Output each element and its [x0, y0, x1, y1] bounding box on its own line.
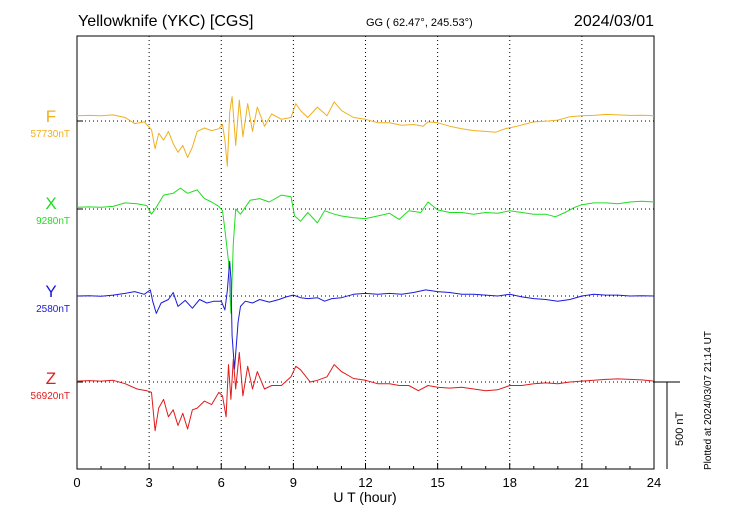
- series-line-Z: [76, 351, 655, 432]
- x-tick-label-18: 18: [503, 475, 517, 490]
- x-tick-label-12: 12: [358, 475, 372, 490]
- x-tick-label-6: 6: [218, 475, 225, 490]
- series-line-X: [76, 187, 655, 314]
- scale-bar-label: 500 nT: [674, 411, 686, 446]
- series-line-F: [76, 96, 655, 167]
- coordinates-label: GG ( 62.47°, 245.53°): [366, 17, 473, 29]
- baselines: [77, 120, 654, 383]
- series-lines: [76, 96, 655, 432]
- series-name-Y: Y: [45, 282, 56, 301]
- series-labels: F 57730nT X 9280nT Y 2580nT Z 56920nT: [31, 107, 70, 402]
- series-baseline-Y: 2580nT: [36, 304, 70, 315]
- x-tick-label-15: 15: [430, 475, 444, 490]
- series-name-Z: Z: [46, 369, 56, 388]
- series-line-Y: [76, 260, 655, 370]
- x-tick-label-0: 0: [73, 475, 80, 490]
- grid-lines: [148, 36, 583, 469]
- x-tick-label-3: 3: [146, 475, 153, 490]
- series-name-F: F: [46, 107, 56, 126]
- x-tick-label-21: 21: [575, 475, 589, 490]
- date-label: 2024/03/01: [574, 13, 654, 30]
- x-axis: 0 3 6 9 12 15 18 21 24: [73, 463, 661, 490]
- station-title: Yellowknife (YKC) [CGS]: [78, 13, 253, 30]
- series-name-X: X: [45, 194, 56, 213]
- x-tick-label-9: 9: [290, 475, 297, 490]
- series-baseline-X: 9280nT: [36, 216, 70, 227]
- scale-bar: 500 nT: [654, 381, 686, 469]
- x-tick-label-24: 24: [647, 475, 661, 490]
- series-baseline-F: 57730nT: [31, 129, 70, 140]
- series-baseline-Z: 56920nT: [31, 391, 70, 402]
- x-axis-label: U T (hour): [333, 489, 396, 505]
- plotted-timestamp: Plotted at 2024/03/07 21:14 UT: [703, 331, 714, 470]
